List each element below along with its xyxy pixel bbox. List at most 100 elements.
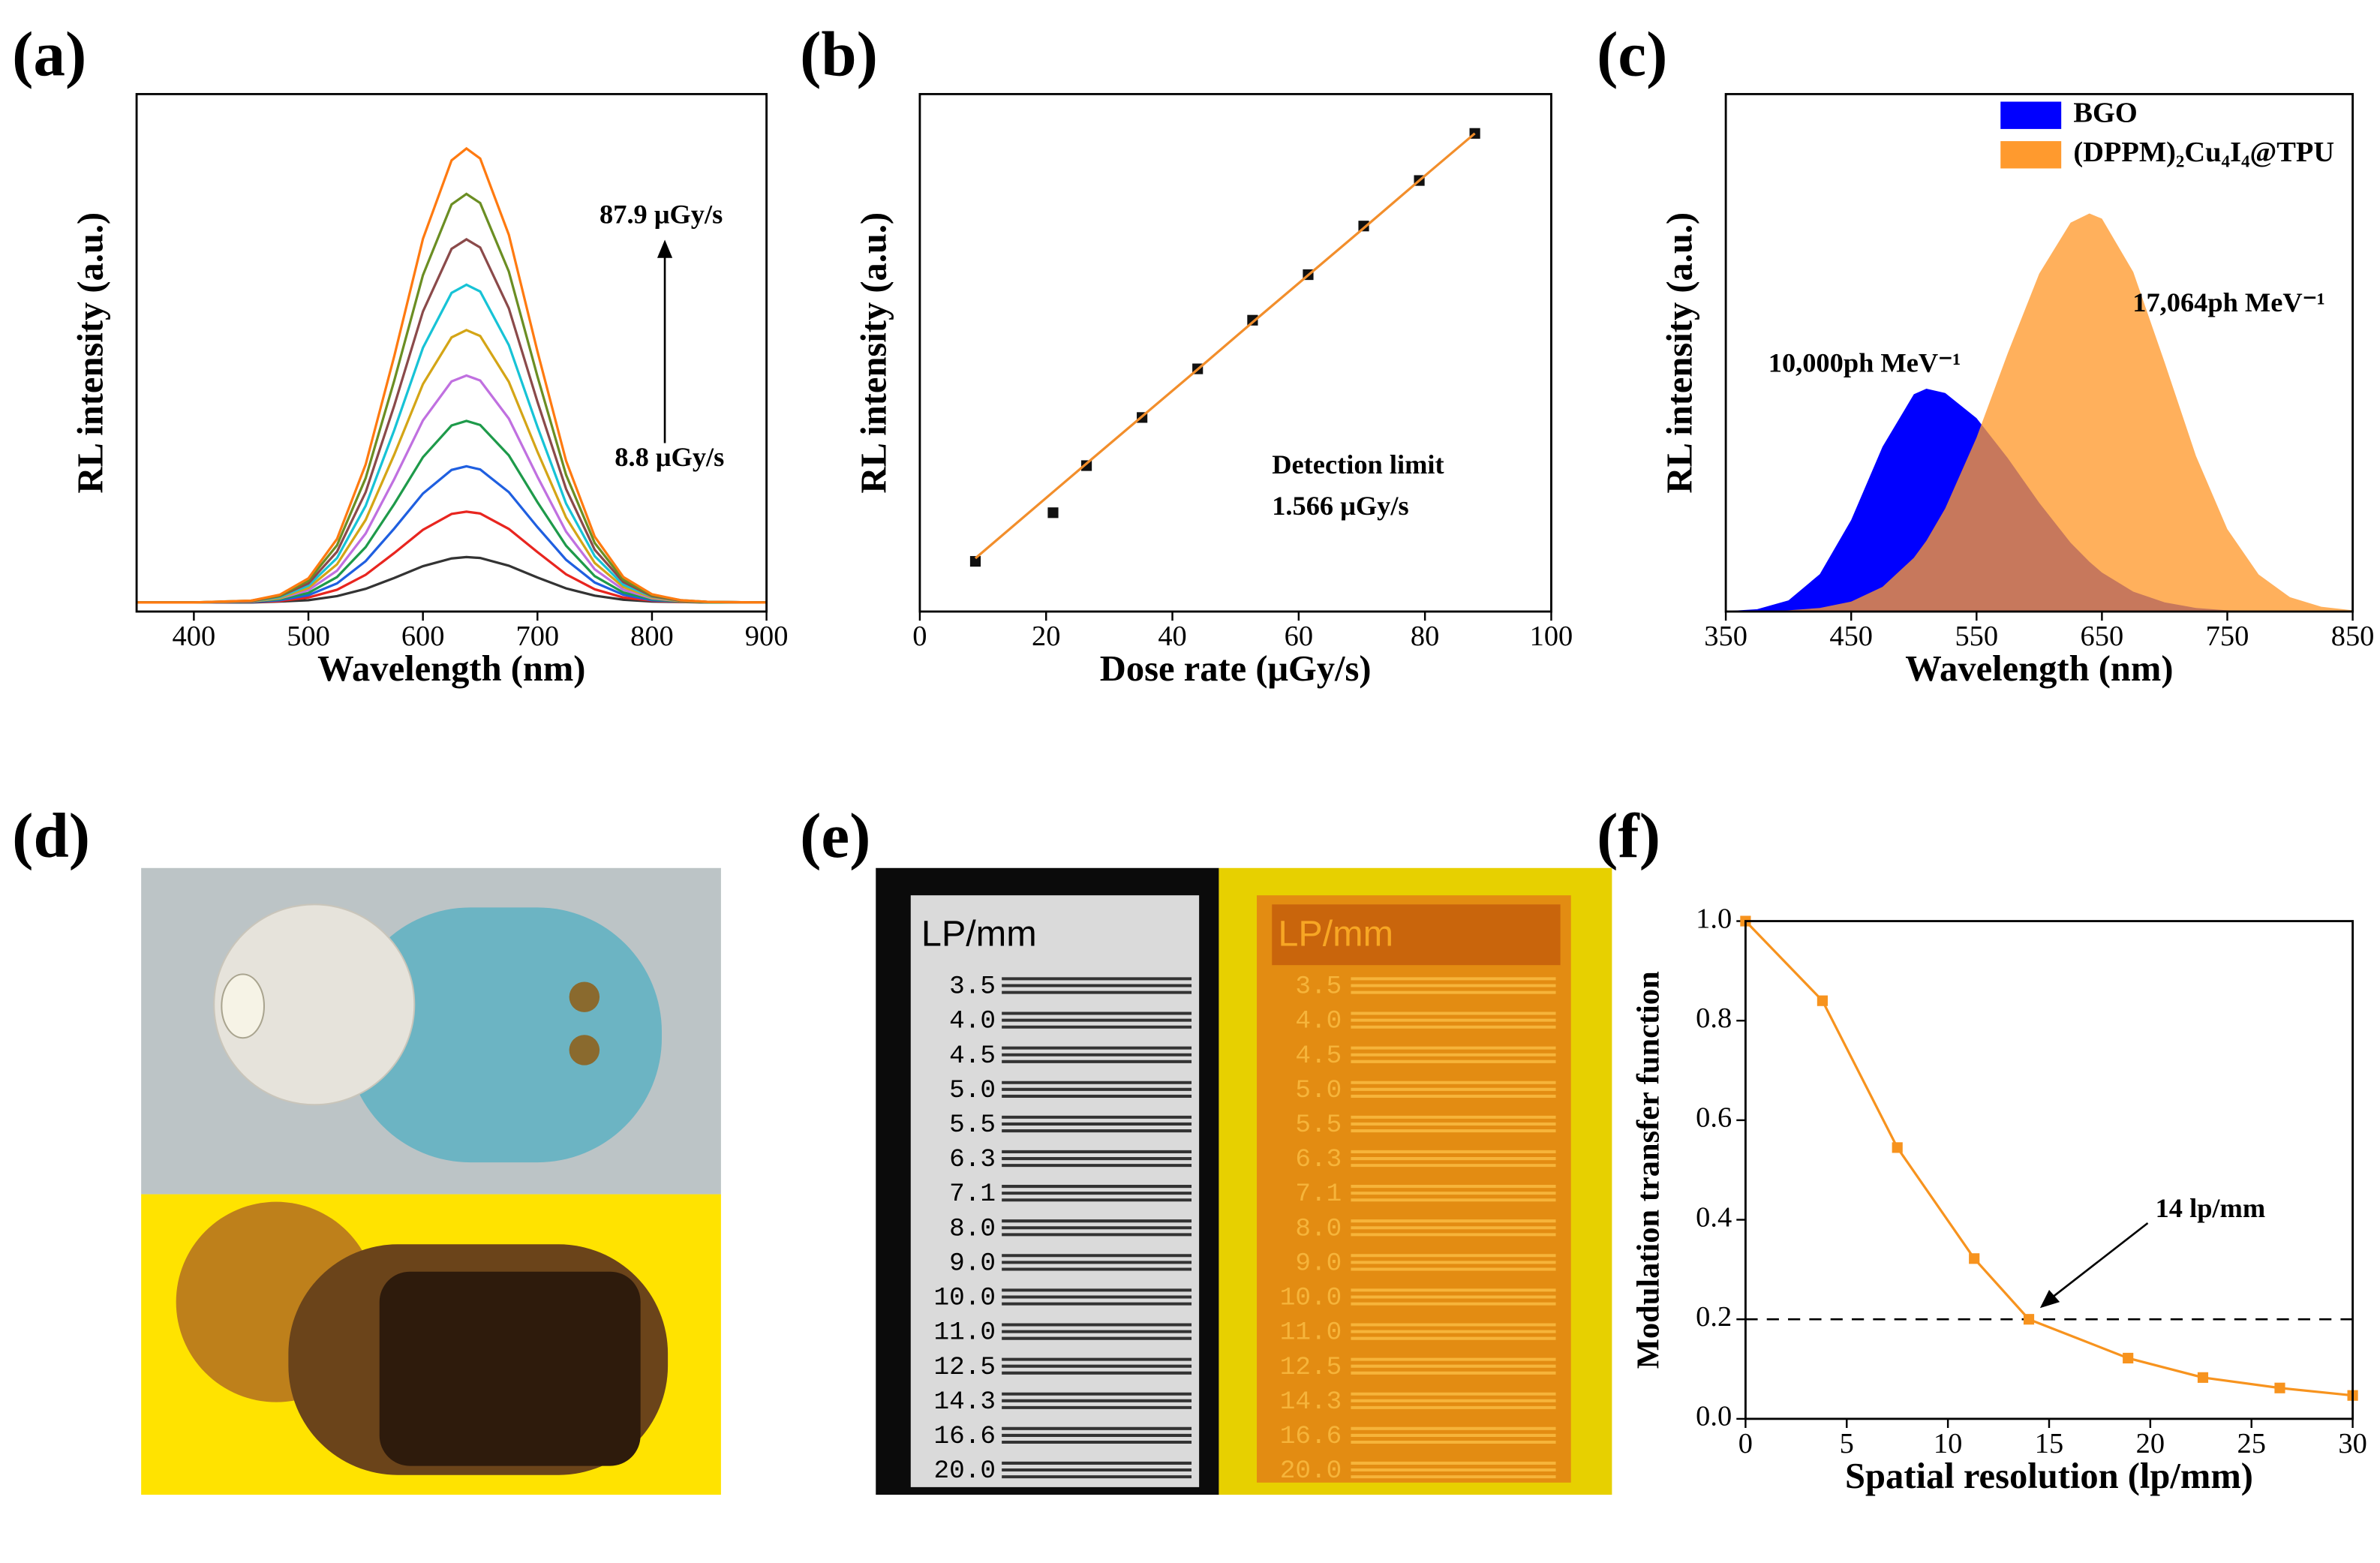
x-axis-label: Dose rate (μGy/s) (1100, 649, 1372, 689)
x-tick-label: 900 (745, 621, 789, 652)
row-label: 7.1 (949, 1180, 996, 1209)
annotation: 14 lp/mm (2156, 1193, 2266, 1223)
row-label: 10.0 (934, 1284, 996, 1313)
panel-label: (e) (800, 801, 870, 871)
row-label: 8.0 (949, 1214, 996, 1243)
x-tick-label: 400 (173, 621, 216, 652)
annotation: 87.9 μGy/s (600, 200, 723, 230)
row-label: 16.6 (1280, 1422, 1342, 1451)
x-axis-label: Spatial resolution (lp/mm) (1845, 1456, 2253, 1496)
x-tick-label: 550 (1955, 621, 1998, 652)
marker (1247, 314, 1258, 326)
x-tick-label: 750 (2206, 621, 2249, 652)
x-tick-label: 80 (1411, 621, 1439, 652)
marker (2274, 1382, 2285, 1393)
row-label: 12.5 (1280, 1353, 1342, 1382)
row-label: 5.0 (1295, 1076, 1342, 1105)
panel-label: (c) (1597, 19, 1667, 89)
x-tick-label: 20 (1032, 621, 1060, 652)
x-tick-label: 100 (1530, 621, 1573, 652)
x-tick-label: 0 (1738, 1428, 1753, 1459)
card-title: LP/mm (1278, 914, 1393, 954)
x-tick-label: 850 (2331, 621, 2375, 652)
marker (2197, 1372, 2209, 1383)
marker (1081, 460, 1092, 471)
annotation: Detection limit (1272, 449, 1444, 479)
row-label: 4.5 (949, 1041, 996, 1071)
row-label: 16.6 (934, 1422, 996, 1451)
area (1726, 213, 2353, 612)
marker (2123, 1352, 2134, 1364)
y-tick-label: 0.6 (1696, 1102, 1732, 1134)
row-label: 9.0 (949, 1249, 996, 1278)
row-label: 4.0 (1295, 1007, 1342, 1036)
line (137, 329, 767, 604)
row-label: 14.3 (934, 1387, 996, 1417)
marker (1047, 507, 1059, 518)
sphere (213, 903, 416, 1106)
x-tick-label: 40 (1158, 621, 1186, 652)
row-label: 4.5 (1295, 1041, 1342, 1071)
line (137, 464, 767, 604)
y-tick-label: 0.8 (1696, 1002, 1732, 1034)
area (1726, 388, 2353, 612)
photo-e: LP/mm LP/mm (876, 867, 1612, 1495)
x-tick-label: 500 (287, 621, 330, 652)
marker (1892, 1142, 1903, 1153)
dot (569, 981, 600, 1012)
marker (1817, 995, 1828, 1006)
row-label: 5.0 (949, 1076, 996, 1105)
capsule (346, 907, 663, 1163)
annotation: 10,000ph MeV⁻¹ (1768, 348, 1961, 378)
arrowhead (657, 239, 673, 258)
x-tick-label: 5 (1840, 1428, 1854, 1459)
plot-frame (135, 92, 768, 613)
legend-label: BGO (2073, 98, 2137, 129)
x-axis-label: Wavelength (nm) (1905, 649, 2173, 689)
y-axis-label: RL intensity (a.u.) (1660, 212, 1700, 494)
row-label: 3.5 (1295, 972, 1342, 1002)
plot-frame (1744, 920, 2354, 1420)
x-axis-label: Wavelength (nm) (317, 649, 585, 689)
row-label: 12.5 (934, 1353, 996, 1382)
x-tick-label: 60 (1285, 621, 1313, 652)
y-tick-label: 1.0 (1696, 903, 1732, 934)
y-axis-label: RL intensity (a.u.) (71, 212, 111, 494)
y-tick-label: 0.0 (1696, 1401, 1732, 1432)
x-tick-label: 800 (630, 621, 674, 652)
row-label: 11.0 (934, 1318, 996, 1348)
panel-label: (f) (1597, 801, 1660, 871)
y-tick-label: 0.2 (1696, 1301, 1732, 1333)
row-label: 4.0 (949, 1007, 996, 1036)
annotation: 1.566 μGy/s (1272, 491, 1408, 521)
line (974, 132, 1476, 560)
legend-swatch (2000, 101, 2062, 129)
x-tick-label: 600 (401, 621, 445, 652)
y-axis-label: Modulation transfer function (1631, 971, 1666, 1369)
row-label: 3.5 (949, 972, 996, 1002)
arrowhead (2039, 1289, 2060, 1309)
legend-label: (DPPM)₂Cu₄I₄@TPU (2073, 137, 2334, 168)
marker (2023, 1314, 2035, 1325)
x-tick-label: 10 (1934, 1428, 1962, 1459)
row-label: 8.0 (1295, 1214, 1342, 1243)
row-label: 5.5 (1295, 1111, 1342, 1140)
row-label: 5.5 (949, 1111, 996, 1140)
x-tick-label: 700 (515, 621, 559, 652)
hole (221, 973, 266, 1039)
annotation: 8.8 μGy/s (615, 442, 724, 472)
panel-label: (b) (800, 19, 878, 89)
card-title: LP/mm (921, 914, 1037, 954)
row-label: 9.0 (1295, 1249, 1342, 1278)
xray-core (379, 1271, 641, 1466)
x-tick-label: 650 (2081, 621, 2124, 652)
marker (1358, 221, 1369, 232)
xray-card-top (1272, 904, 1561, 966)
plot-frame (918, 92, 1552, 613)
row-label: 20.0 (1280, 1456, 1342, 1486)
row-label: 10.0 (1280, 1284, 1342, 1313)
x-tick-label: 30 (2338, 1428, 2366, 1459)
line (137, 146, 767, 604)
